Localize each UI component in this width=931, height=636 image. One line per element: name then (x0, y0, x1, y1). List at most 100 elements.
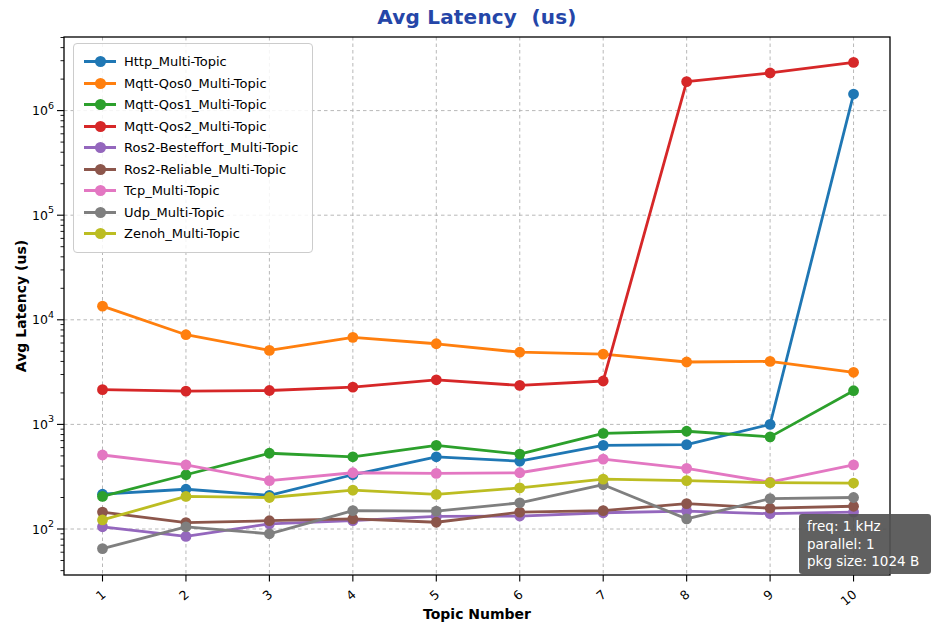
series-marker-Udp_Multi-Topic (97, 543, 108, 554)
legend-line-marker-swatch (84, 142, 116, 154)
series-marker-Ros2-Reliable_Multi-Topic (681, 498, 692, 509)
series-marker-Mqtt-Qos1_Multi-Topic (681, 426, 692, 437)
y-axis-label: Avg Latency (us) (13, 240, 29, 372)
legend-item-mqtt-qos0-multi-topic: Mqtt-Qos0_Multi-Topic (84, 73, 298, 95)
series-marker-Tcp_Multi-Topic (347, 467, 358, 478)
series-marker-Mqtt-Qos1_Multi-Topic (431, 440, 442, 451)
series-marker-Tcp_Multi-Topic (264, 475, 275, 486)
series-marker-Zenoh_Multi-Topic (514, 483, 525, 494)
legend-line-marker-swatch (84, 206, 116, 218)
series-marker-Zenoh_Multi-Topic (765, 477, 776, 488)
chart-figure: 10210310410510612345678910 Avg Latency (… (0, 0, 931, 636)
series-marker-Mqtt-Qos2_Multi-Topic (598, 376, 609, 387)
series-marker-Mqtt-Qos2_Multi-Topic (848, 57, 859, 68)
legend-line-marker-swatch (84, 185, 116, 197)
series-marker-Mqtt-Qos0_Multi-Topic (431, 338, 442, 349)
series-marker-Http_Multi-Topic (598, 440, 609, 451)
series-marker-Http_Multi-Topic (431, 451, 442, 462)
series-marker-Mqtt-Qos2_Multi-Topic (181, 386, 192, 397)
series-marker-Tcp_Multi-Topic (431, 468, 442, 479)
legend-item-udp-multi-topic: Udp_Multi-Topic (84, 202, 298, 224)
annotation-line-freq: freq: 1 kHz (807, 518, 927, 536)
series-marker-Zenoh_Multi-Topic (848, 478, 859, 489)
series-marker-Zenoh_Multi-Topic (347, 485, 358, 496)
series-marker-Ros2-Reliable_Multi-Topic (431, 517, 442, 528)
series-marker-Ros2-Reliable_Multi-Topic (598, 505, 609, 516)
series-marker-Zenoh_Multi-Topic (681, 475, 692, 486)
series-marker-Mqtt-Qos1_Multi-Topic (514, 449, 525, 460)
series-marker-Mqtt-Qos0_Multi-Topic (97, 301, 108, 312)
legend-item-zenoh-multi-topic: Zenoh_Multi-Topic (84, 223, 298, 245)
series-marker-Udp_Multi-Topic (848, 492, 859, 503)
series-marker-Zenoh_Multi-Topic (181, 491, 192, 502)
annotation-line-parallel: parallel: 1 (807, 536, 927, 554)
series-marker-Ros2-Besteffort_Multi-Topic (181, 531, 192, 542)
series-marker-Mqtt-Qos0_Multi-Topic (848, 367, 859, 378)
series-marker-Mqtt-Qos2_Multi-Topic (765, 68, 776, 79)
legend-label: Mqtt-Qos2_Multi-Topic (124, 119, 267, 134)
series-marker-Zenoh_Multi-Topic (97, 515, 108, 526)
legend-label: Ros2-Reliable_Multi-Topic (124, 162, 286, 177)
series-marker-Mqtt-Qos1_Multi-Topic (97, 491, 108, 502)
series-marker-Udp_Multi-Topic (347, 505, 358, 516)
series-marker-Tcp_Multi-Topic (848, 460, 859, 471)
legend-label: Tcp_Multi-Topic (124, 183, 220, 198)
series-marker-Udp_Multi-Topic (765, 493, 776, 504)
legend-label: Http_Multi-Topic (124, 54, 227, 69)
legend-label: Mqtt-Qos1_Multi-Topic (124, 97, 267, 112)
series-marker-Tcp_Multi-Topic (598, 454, 609, 465)
series-marker-Mqtt-Qos0_Multi-Topic (181, 329, 192, 340)
series-marker-Mqtt-Qos2_Multi-Topic (681, 76, 692, 87)
series-marker-Mqtt-Qos0_Multi-Topic (598, 349, 609, 360)
series-marker-Udp_Multi-Topic (264, 528, 275, 539)
series-marker-Mqtt-Qos0_Multi-Topic (765, 356, 776, 367)
legend-line-marker-swatch (84, 120, 116, 132)
series-marker-Http_Multi-Topic (765, 419, 776, 430)
series-marker-Mqtt-Qos1_Multi-Topic (598, 428, 609, 439)
series-marker-Mqtt-Qos2_Multi-Topic (97, 384, 108, 395)
series-marker-Mqtt-Qos0_Multi-Topic (264, 345, 275, 356)
legend-line-marker-swatch (84, 99, 116, 111)
series-marker-Mqtt-Qos1_Multi-Topic (181, 469, 192, 480)
annotation-line-pkgsize: pkg size: 1024 B (807, 553, 927, 571)
series-marker-Ros2-Reliable_Multi-Topic (264, 515, 275, 526)
series-marker-Mqtt-Qos1_Multi-Topic (848, 385, 859, 396)
legend-item-mqtt-qos1-multi-topic: Mqtt-Qos1_Multi-Topic (84, 94, 298, 116)
series-marker-Zenoh_Multi-Topic (431, 489, 442, 500)
series-marker-Ros2-Reliable_Multi-Topic (765, 503, 776, 514)
series-marker-Http_Multi-Topic (848, 89, 859, 100)
series-marker-Mqtt-Qos2_Multi-Topic (264, 385, 275, 396)
legend-item-http-multi-topic: Http_Multi-Topic (84, 51, 298, 73)
series-marker-Zenoh_Multi-Topic (264, 492, 275, 503)
series-marker-Ros2-Reliable_Multi-Topic (514, 507, 525, 518)
legend-item-mqtt-qos2-multi-topic: Mqtt-Qos2_Multi-Topic (84, 116, 298, 138)
legend-label: Udp_Multi-Topic (124, 205, 225, 220)
chart-title: Avg Latency (us) (64, 5, 890, 29)
legend-line-marker-swatch (84, 77, 116, 89)
annotation-box: freq: 1 kHz parallel: 1 pkg size: 1024 B (799, 514, 931, 574)
series-marker-Tcp_Multi-Topic (97, 450, 108, 461)
legend-label: Mqtt-Qos0_Multi-Topic (124, 76, 267, 91)
x-axis-label: Topic Number (64, 606, 890, 622)
series-marker-Mqtt-Qos1_Multi-Topic (347, 451, 358, 462)
series-marker-Mqtt-Qos1_Multi-Topic (264, 448, 275, 459)
series-marker-Udp_Multi-Topic (514, 497, 525, 508)
series-marker-Mqtt-Qos2_Multi-Topic (431, 374, 442, 385)
legend-item-ros2-reliable-multi-topic: Ros2-Reliable_Multi-Topic (84, 159, 298, 181)
series-marker-Tcp_Multi-Topic (181, 460, 192, 471)
series-marker-Tcp_Multi-Topic (681, 463, 692, 474)
legend-item-ros2-besteffort-multi-topic: Ros2-Besteffort_Multi-Topic (84, 137, 298, 159)
legend-line-marker-swatch (84, 228, 116, 240)
legend-line-marker-swatch (84, 163, 116, 175)
legend: Http_Multi-Topic Mqtt-Qos0_Multi-Topic Mqt… (73, 43, 313, 253)
series-marker-Http_Multi-Topic (681, 439, 692, 450)
series-marker-Mqtt-Qos0_Multi-Topic (681, 357, 692, 368)
series-marker-Tcp_Multi-Topic (514, 467, 525, 478)
legend-label: Ros2-Besteffort_Multi-Topic (124, 140, 298, 155)
series-marker-Mqtt-Qos0_Multi-Topic (514, 347, 525, 358)
series-marker-Udp_Multi-Topic (431, 506, 442, 517)
legend-line-marker-swatch (84, 56, 116, 68)
series-marker-Udp_Multi-Topic (681, 513, 692, 524)
series-marker-Mqtt-Qos0_Multi-Topic (347, 332, 358, 343)
legend-item-tcp-multi-topic: Tcp_Multi-Topic (84, 180, 298, 202)
